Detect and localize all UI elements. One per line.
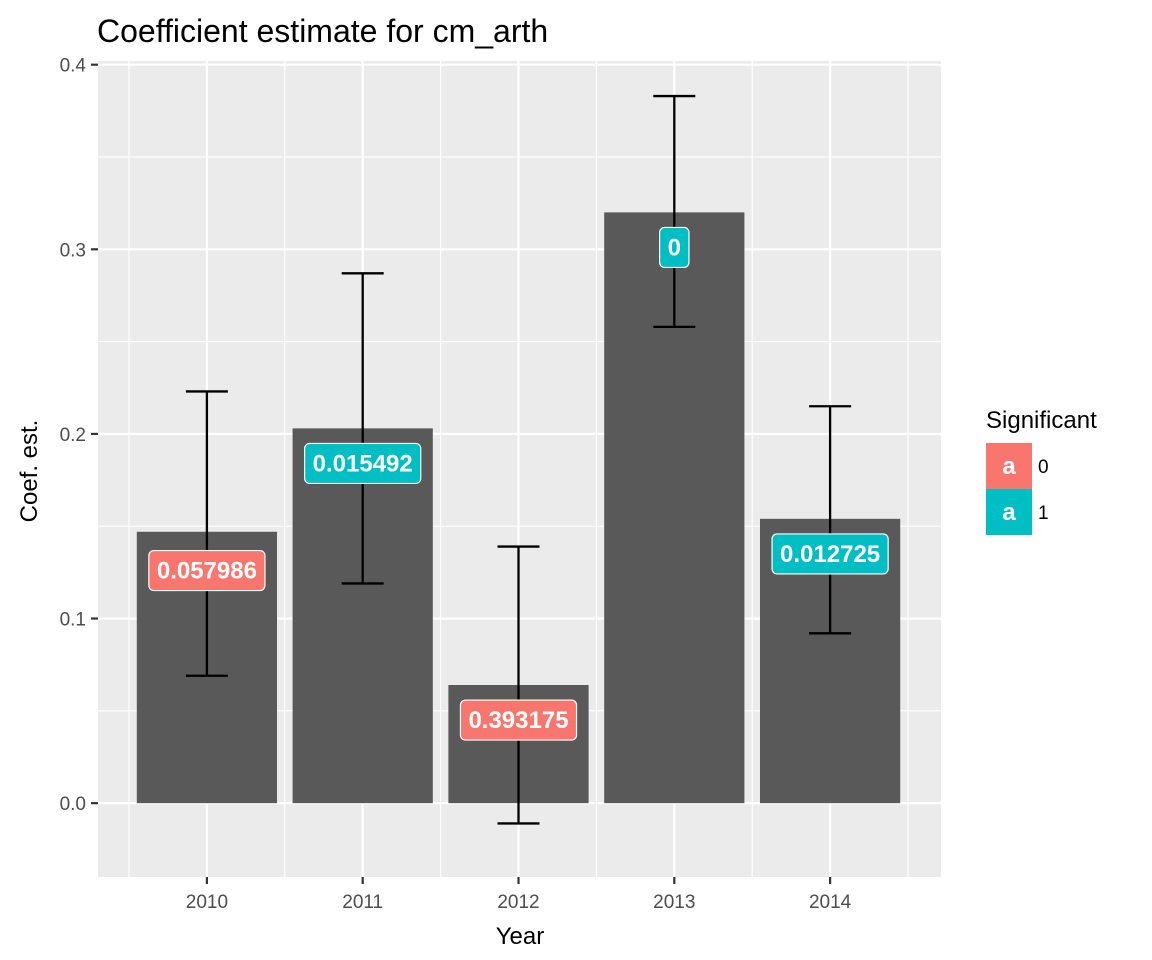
error-bar-2010 [185,390,228,677]
legend-key [986,443,1032,489]
y-tick-label: 0.2 [60,425,86,446]
data-label-text: 0.015492 [313,450,413,477]
data-label-box [459,699,578,741]
y-tick-label: 0.4 [60,56,87,77]
y-axis: 0.0 0.1 0.2 0.3 0.4 [60,56,98,815]
error-bar-2012 [497,545,540,825]
x-tick-label: 2012 [497,892,539,913]
data-label-2010: 0.057986 [148,549,266,592]
x-tick-label: 2014 [809,892,852,913]
y-tick-label: 0.3 [60,240,86,261]
error-bar-2013 [653,94,696,328]
legend: Significant a 0a 1 [986,407,1097,535]
data-label-text: 0.393175 [468,707,568,734]
legend-title: Significant [986,407,1097,434]
legend-key-glyph: a [1002,499,1016,526]
error-bars [185,94,852,825]
error-bar-2014 [809,405,852,635]
data-label-text: 0.012725 [780,541,880,568]
data-label-box [304,442,422,485]
data-label-2013: 0 [659,226,690,269]
error-bar-2011 [341,272,384,585]
legend-items: a 0a 1 [986,443,1049,535]
chart-title: Coefficient estimate for cm_arth [97,13,548,49]
data-label-box [148,549,266,592]
legend-key [986,489,1032,535]
data-label-box [771,533,889,575]
x-axis: 2010 2011 2012 2013 2014 [186,877,852,913]
data-label-box [659,226,690,269]
data-label-text: 0.057986 [157,558,257,585]
data-label-2012: 0.393175 [459,699,578,741]
data-labels: 0.057986 0.015492 0.393175 0 0.012725 [148,226,889,741]
data-label-2014: 0.012725 [771,533,889,575]
y-tick-label: 0.0 [60,794,86,815]
data-label-2011: 0.015492 [304,442,422,485]
y-axis-title: Coef. est. [16,420,43,523]
legend-label: 0 [1038,457,1049,478]
x-tick-label: 2010 [186,892,228,913]
legend-key-glyph: a [1002,453,1016,480]
data-label-text: 0 [668,234,681,261]
y-tick-label: 0.1 [60,610,86,631]
x-tick-label: 2011 [342,892,383,913]
x-tick-label: 2013 [653,892,695,913]
x-axis-title: Year [496,923,545,950]
legend-label: 1 [1038,503,1049,524]
